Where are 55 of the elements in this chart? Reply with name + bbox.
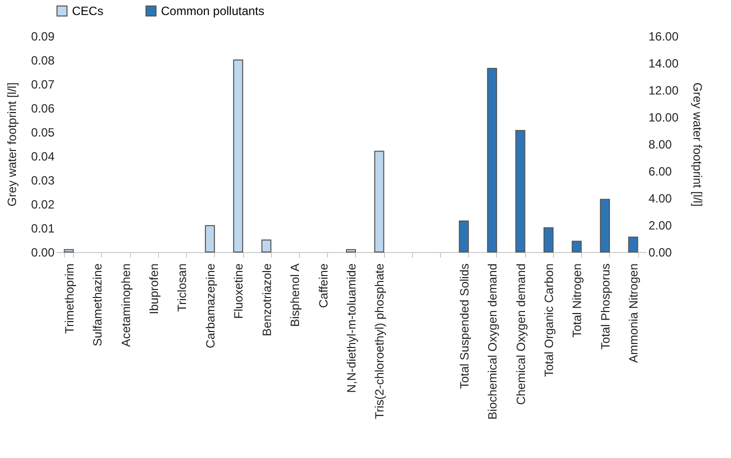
bar (544, 227, 554, 252)
bar (374, 150, 384, 252)
y-tick-label: 0.08 (31, 54, 55, 68)
x-tick-label: Chemical Oxygen demand (514, 264, 528, 405)
bar (628, 236, 638, 252)
x-tick-label: Ammonia Nitrogen (626, 264, 641, 363)
x-tick-label: Ibuprofen (146, 264, 161, 314)
y2-tick-label: 2.00 (648, 218, 672, 232)
x-tick-label: Carbamazepine (203, 263, 218, 348)
legend-label: CECs (72, 4, 104, 18)
x-tick-label: N,N-diethyl-m-toluamide (344, 263, 358, 393)
x-tick-label: Fluoxetine (232, 263, 246, 319)
bar (346, 249, 356, 252)
y-tick-label: 0.06 (31, 102, 55, 116)
y-tick-label: 0.05 (31, 126, 55, 140)
bar (487, 68, 498, 252)
y-tick-label: 0.09 (31, 30, 55, 44)
x-tick-label: Caffeine (316, 263, 330, 308)
y-axis-title: Grey water footprint [l/l] (5, 82, 20, 207)
bar (233, 60, 244, 252)
bar (600, 198, 610, 252)
bar (204, 225, 215, 252)
y2-tick-label: 10.00 (648, 110, 679, 124)
bar (515, 130, 526, 252)
x-tick-label: Sulfamethazine (90, 263, 105, 346)
legend-label: Common pollutants (161, 4, 264, 18)
y-tick-label: 0.01 (31, 222, 55, 236)
y-tick-label: 0.07 (31, 78, 55, 92)
x-tick-label: Total Phosporus (598, 264, 612, 350)
x-tick-label: Total Nitrogen (570, 264, 584, 338)
x-tick-label: Triclosan (175, 264, 190, 312)
y2-tick-label: 12.00 (648, 84, 679, 98)
y2-axis-title: Grey water footprint [l/l] (690, 82, 705, 207)
bar (64, 249, 74, 252)
y-tick-label: 0.02 (31, 198, 55, 212)
y2-tick-label: 0.00 (648, 246, 672, 260)
x-tick-label: Trimethoprim (62, 264, 76, 334)
x-tick-label: Bisphenol A (288, 264, 302, 327)
x-tick-label: Total Organic Carbon (542, 264, 556, 377)
bar (261, 240, 272, 252)
y2-tick-label: 14.00 (648, 56, 679, 70)
x-tick-label: Total Suspended Solids (457, 264, 472, 389)
x-tick-label: Tris(2-chloroethyl) phosphate (372, 263, 387, 420)
y-tick-label: 0.04 (31, 150, 55, 164)
x-tick-label: Acetaminophen (118, 264, 133, 347)
y2-tick-label: 16.00 (648, 30, 679, 44)
y2-tick-label: 6.00 (648, 164, 672, 178)
y2-tick-label: 4.00 (648, 192, 672, 206)
y-tick-label: 0.00 (31, 246, 55, 260)
y2-tick-label: 8.00 (648, 138, 672, 152)
y-tick-label: 0.03 (31, 174, 55, 188)
x-tick-label: Biochemical Oxygen demand (486, 264, 500, 420)
x-tick-label: Benzotriazole (260, 263, 274, 336)
bar (458, 220, 469, 252)
bar (572, 240, 582, 252)
